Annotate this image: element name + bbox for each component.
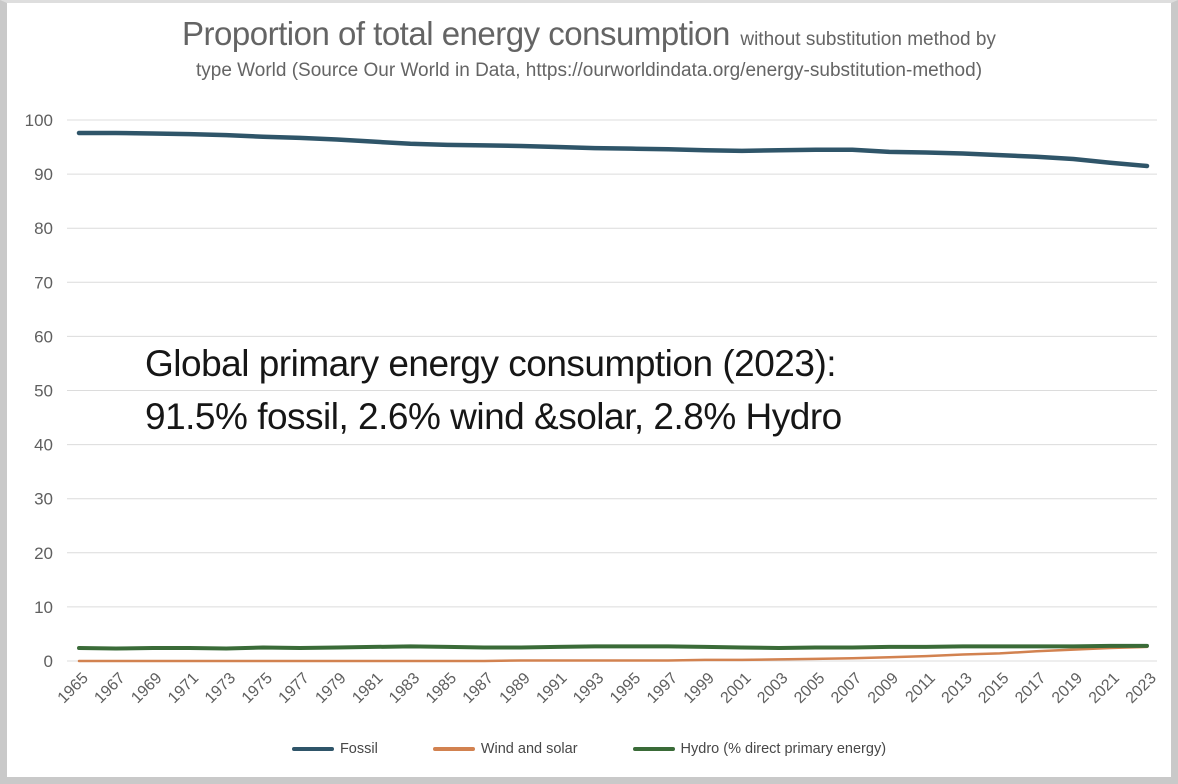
x-tick-label-2009: 2009 [865,670,902,707]
y-tick-label-70: 70 [34,273,53,292]
legend-item-fossil: Fossil [291,741,378,757]
legend-swatch [632,747,675,751]
legend-label: Hydro (% direct primary energy) [680,741,887,757]
legend-label: Fossil [339,741,378,757]
x-tick-label-1965: 1965 [55,670,92,707]
x-tick-label-1997: 1997 [644,670,681,707]
x-tick-label-1977: 1977 [276,670,313,707]
y-tick-label-60: 60 [34,327,53,346]
x-tick-label-2019: 2019 [1049,670,1086,707]
x-tick-label-1989: 1989 [497,670,534,707]
x-tick-label-1967: 1967 [91,670,128,707]
x-tick-label-1991: 1991 [533,670,570,707]
annotation-line1: Global primary energy consumption (2023)… [145,343,837,384]
x-tick-label-1999: 1999 [681,670,718,707]
x-tick-label-1987: 1987 [460,670,497,707]
chart-title-main: Proportion of total energy consumption [182,15,730,52]
y-tick-label-30: 30 [34,490,53,509]
legend-label: Wind and solar [480,741,578,757]
x-tick-label-2005: 2005 [791,670,828,707]
x-tick-label-2011: 2011 [903,670,939,706]
legend-swatch [291,747,334,751]
x-tick-label-1983: 1983 [386,670,423,707]
x-tick-label-2023: 2023 [1123,670,1160,707]
series-line-wind-and-solar [77,645,1149,663]
y-tick-label-100: 100 [25,111,53,130]
series-line-hydro-direct-primary-energy- [77,643,1149,651]
y-tick-label-20: 20 [34,544,53,563]
series-line-fossil [76,130,1150,169]
y-tick-label-0: 0 [44,652,53,671]
x-tick-label-1975: 1975 [239,670,276,707]
x-tick-label-2021: 2021 [1086,670,1123,707]
legend: Fossil Wind and solar Hydro (% direct prim… [7,741,1171,757]
x-tick-label-2007: 2007 [828,670,865,707]
x-tick-label-2017: 2017 [1012,670,1049,707]
y-tick-label-10: 10 [34,598,53,617]
x-tick-label-1985: 1985 [423,670,460,707]
y-tick-label-50: 50 [34,382,53,401]
annotation-textbox: Global primary energy consumption (2023)… [145,337,842,443]
x-tick-label-1981: 1981 [349,670,386,707]
x-tick-label-2001: 2001 [718,670,755,707]
legend-swatch [432,747,475,751]
x-tick-label-1979: 1979 [312,670,349,707]
y-tick-label-40: 40 [34,436,53,455]
x-tick-label-1973: 1973 [202,670,239,707]
x-tick-label-2015: 2015 [975,670,1012,707]
x-tick-label-1971: 1971 [165,670,202,707]
chart-title-subtitle: type World (Source Our World in Data, ht… [195,60,983,81]
y-tick-label-90: 90 [34,165,53,184]
chart-title-suffix: without substitution method by [740,29,996,50]
y-tick-label-80: 80 [34,219,53,238]
legend-item-hydro-direct-primary-energy-: Hydro (% direct primary energy) [632,741,887,757]
x-tick-label-1969: 1969 [128,670,165,707]
x-tick-label-2013: 2013 [939,670,976,707]
chart-title-block: Proportion of total energy consumption w… [7,15,1171,82]
legend-item-wind-and-solar: Wind and solar [432,741,578,757]
chart-title-line1: Proportion of total energy consumption w… [7,15,1171,53]
x-tick-label-1993: 1993 [570,670,607,707]
annotation-line2: 91.5% fossil, 2.6% wind &solar, 2.8% Hyd… [145,396,842,437]
x-tick-label-2003: 2003 [754,670,791,707]
x-tick-label-1995: 1995 [607,670,644,707]
